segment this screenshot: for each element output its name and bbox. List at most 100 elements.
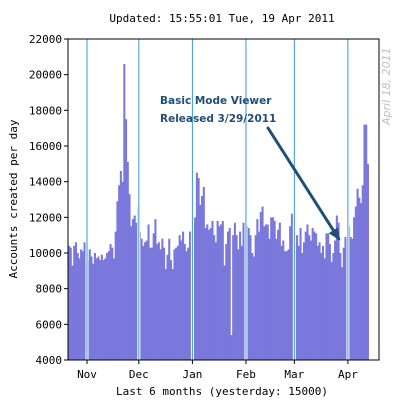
bar bbox=[334, 240, 337, 360]
chart-title: Updated: 15:55:01 Tue, 19 Apr 2011 bbox=[109, 12, 334, 25]
bar bbox=[340, 267, 344, 360]
bar bbox=[239, 231, 242, 360]
bar bbox=[337, 222, 340, 360]
bar bbox=[80, 249, 83, 360]
bar bbox=[199, 204, 202, 360]
bar bbox=[119, 170, 122, 360]
x-axis: Nov Dec Jan Feb Mar Apr bbox=[77, 360, 358, 381]
bar bbox=[140, 238, 143, 360]
bar bbox=[363, 124, 366, 360]
bar bbox=[223, 265, 226, 360]
bar bbox=[128, 194, 131, 360]
bar bbox=[88, 249, 91, 360]
bar bbox=[321, 245, 325, 360]
bar bbox=[218, 226, 221, 360]
bar bbox=[133, 215, 136, 360]
bar bbox=[173, 249, 176, 360]
bar bbox=[311, 228, 314, 360]
bar bbox=[271, 217, 274, 360]
bar bbox=[197, 178, 200, 360]
bar bbox=[232, 235, 235, 360]
bar bbox=[320, 253, 323, 360]
bar bbox=[289, 226, 292, 360]
bar bbox=[216, 220, 219, 360]
bar bbox=[135, 222, 138, 360]
bar bbox=[308, 235, 311, 360]
bar bbox=[287, 249, 290, 360]
bar bbox=[233, 222, 236, 360]
bar bbox=[273, 220, 276, 360]
x-tick-label: Dec bbox=[129, 368, 149, 381]
bar bbox=[302, 242, 306, 360]
bar bbox=[168, 238, 171, 360]
bar bbox=[226, 231, 230, 360]
bar bbox=[150, 247, 154, 360]
annotation: Basic Mode Viewer Released 3/29/2011 bbox=[160, 95, 341, 241]
bar bbox=[176, 245, 179, 360]
bar bbox=[182, 231, 185, 360]
bar bbox=[175, 247, 178, 360]
bar bbox=[306, 224, 309, 360]
bar bbox=[344, 236, 347, 360]
y-tick-label: 18000 bbox=[29, 104, 62, 117]
bar bbox=[68, 245, 71, 360]
bar bbox=[332, 253, 335, 360]
x-tick-label: Jan bbox=[182, 368, 202, 381]
bar bbox=[93, 253, 96, 360]
bar bbox=[152, 233, 155, 360]
bar bbox=[81, 251, 84, 360]
bar bbox=[325, 233, 328, 360]
bar bbox=[183, 244, 186, 360]
bar bbox=[266, 224, 269, 360]
x-axis-label: Last 6 months (yesterday: 15000) bbox=[116, 385, 328, 398]
bar bbox=[116, 201, 119, 360]
bar bbox=[159, 249, 162, 360]
bar bbox=[125, 119, 128, 360]
bar bbox=[221, 220, 224, 360]
bar bbox=[163, 247, 166, 360]
bar bbox=[256, 219, 259, 360]
bar bbox=[268, 238, 271, 360]
bar bbox=[69, 247, 72, 360]
bar bbox=[112, 258, 115, 360]
bar bbox=[290, 213, 293, 360]
bar bbox=[315, 233, 318, 360]
bar bbox=[156, 244, 159, 360]
bar bbox=[107, 251, 110, 360]
bar bbox=[299, 228, 302, 360]
bar bbox=[106, 253, 109, 360]
bar bbox=[147, 224, 150, 360]
x-tick-label: Mar bbox=[284, 368, 304, 381]
bar bbox=[207, 229, 211, 360]
x-tick-label: Nov bbox=[77, 368, 97, 381]
bar bbox=[109, 244, 112, 360]
bar bbox=[361, 185, 364, 360]
bar bbox=[323, 258, 326, 360]
bar bbox=[261, 206, 264, 360]
bar bbox=[280, 245, 283, 360]
bar bbox=[270, 217, 273, 360]
x-tick-label: Apr bbox=[338, 368, 358, 381]
y-tick-label: 6000 bbox=[36, 318, 63, 331]
bar bbox=[99, 260, 102, 360]
annotation-arrow-shaft bbox=[266, 126, 341, 241]
bar bbox=[90, 256, 93, 360]
bar bbox=[235, 235, 238, 360]
bar bbox=[202, 187, 205, 360]
y-tick-label: 8000 bbox=[36, 283, 63, 296]
y-tick-label: 16000 bbox=[29, 140, 62, 153]
y-tick-label: 12000 bbox=[29, 211, 62, 224]
bar bbox=[185, 251, 188, 360]
bar bbox=[309, 240, 312, 360]
bar bbox=[258, 231, 261, 360]
bar bbox=[118, 185, 121, 360]
bar bbox=[126, 162, 129, 360]
bar bbox=[195, 172, 198, 360]
bar bbox=[263, 226, 266, 360]
bar bbox=[95, 258, 98, 360]
bar bbox=[252, 256, 255, 360]
bar bbox=[251, 253, 254, 360]
bar bbox=[171, 269, 174, 360]
bar bbox=[353, 217, 356, 360]
bar bbox=[282, 240, 285, 360]
